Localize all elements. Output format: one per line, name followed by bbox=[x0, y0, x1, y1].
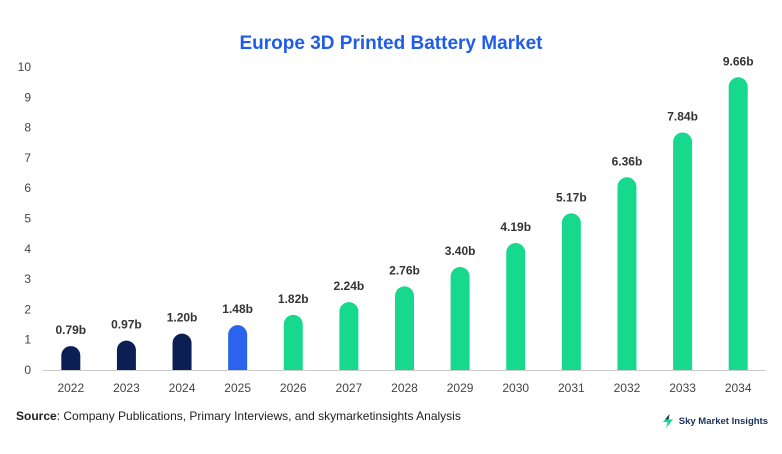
x-tick-label: 2023 bbox=[113, 381, 140, 395]
x-tick-label: 2030 bbox=[502, 381, 529, 395]
x-tick-label: 2029 bbox=[447, 381, 474, 395]
y-tick-label: 3 bbox=[24, 272, 31, 286]
x-tick-label: 2033 bbox=[669, 381, 696, 395]
data-label: 0.79b bbox=[55, 323, 86, 337]
source-note: Source: Company Publications, Primary In… bbox=[16, 409, 461, 423]
x-tick-label: 2024 bbox=[169, 381, 196, 395]
data-label: 5.17b bbox=[556, 190, 587, 204]
y-tick-label: 5 bbox=[24, 212, 31, 226]
brand-logo: Sky Market Insights bbox=[661, 414, 768, 428]
data-label: 0.97b bbox=[111, 318, 142, 332]
x-tick-label: 2022 bbox=[57, 381, 84, 395]
x-tick-label: 2032 bbox=[614, 381, 641, 395]
bar bbox=[561, 213, 581, 370]
bar bbox=[395, 286, 414, 370]
y-tick-label: 9 bbox=[24, 90, 31, 104]
data-label: 6.36b bbox=[612, 154, 643, 168]
data-label: 1.82b bbox=[278, 292, 309, 306]
y-tick-label: 1 bbox=[24, 333, 31, 347]
y-tick-label: 7 bbox=[24, 151, 31, 165]
bar bbox=[450, 266, 470, 370]
x-tick-label: 2034 bbox=[725, 381, 752, 395]
bar bbox=[673, 132, 693, 370]
x-tick-label: 2025 bbox=[224, 381, 251, 395]
source-label: Source bbox=[16, 409, 57, 423]
bar bbox=[228, 325, 248, 370]
data-label: 7.84b bbox=[667, 109, 698, 123]
x-tick-label: 2031 bbox=[558, 381, 585, 395]
bar bbox=[116, 340, 136, 370]
bar bbox=[506, 243, 526, 370]
bar bbox=[61, 346, 81, 370]
brand-name: Sky Market Insights bbox=[678, 415, 768, 427]
data-label: 1.48b bbox=[222, 302, 253, 316]
data-label: 2.24b bbox=[334, 279, 365, 293]
y-tick-label: 10 bbox=[18, 60, 32, 74]
source-text: : Company Publications, Primary Intervie… bbox=[56, 409, 461, 423]
y-tick-label: 0 bbox=[24, 363, 31, 377]
bar bbox=[172, 333, 192, 370]
y-tick-label: 8 bbox=[24, 121, 31, 135]
data-label: 1.20b bbox=[167, 311, 198, 325]
bar bbox=[617, 177, 637, 370]
data-label: 4.19b bbox=[500, 220, 531, 234]
y-tick-label: 2 bbox=[24, 302, 31, 316]
bar-chart: 0 1 2 3 4 5 6 7 8 9 10 2022 0.79b 2023 0.97b 2024 1.20b 2… bbox=[18, 54, 766, 395]
lightning-icon bbox=[662, 414, 673, 428]
x-tick-label: 2026 bbox=[280, 381, 307, 395]
bar bbox=[339, 302, 359, 370]
bar bbox=[283, 314, 303, 370]
chart-title: Europe 3D Printed Battery Market bbox=[239, 33, 543, 54]
x-tick-label: 2027 bbox=[336, 381, 363, 395]
y-tick-label: 4 bbox=[24, 242, 31, 256]
data-label: 9.66b bbox=[723, 54, 754, 68]
x-tick-label: 2028 bbox=[391, 381, 418, 395]
bar bbox=[728, 77, 748, 370]
data-label: 2.76b bbox=[389, 263, 420, 277]
y-tick-label: 6 bbox=[24, 181, 31, 195]
data-label: 3.40b bbox=[445, 244, 476, 258]
